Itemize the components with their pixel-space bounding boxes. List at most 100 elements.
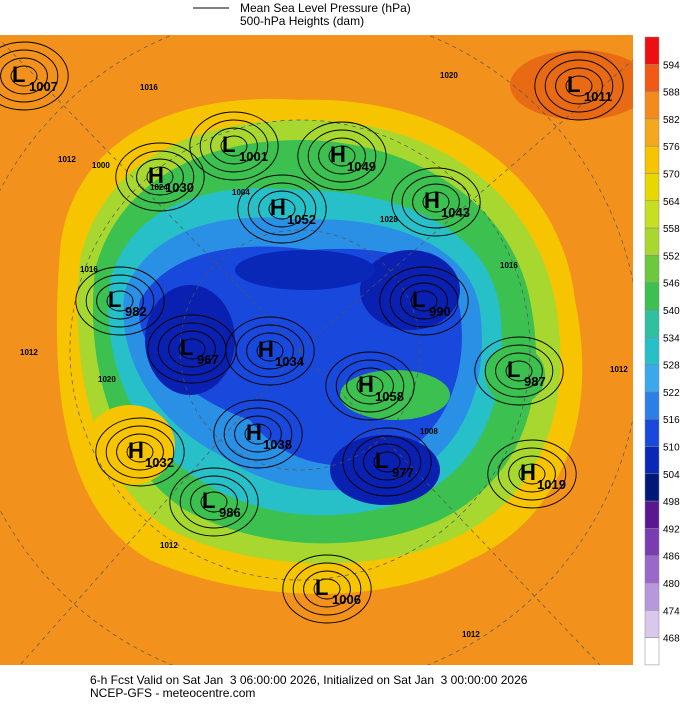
- isobar: [356, 375, 384, 397]
- isobar: [474, 336, 564, 406]
- isobar: [190, 483, 238, 521]
- isobar: [116, 433, 164, 471]
- colorbar-cell: [644, 446, 660, 475]
- colorbar-label: 594: [663, 60, 680, 71]
- colorbar-cell: [644, 173, 660, 202]
- colorbar-cell: [644, 118, 660, 147]
- isobar: [237, 174, 327, 244]
- center-value: 1034: [275, 354, 305, 369]
- colorbar-label: 486: [663, 552, 680, 563]
- isobar: [96, 282, 144, 320]
- center-kind: L: [375, 448, 388, 473]
- isobar: [389, 274, 459, 328]
- isobar: [495, 352, 543, 390]
- isobar: [303, 570, 351, 608]
- isobar: [410, 290, 438, 312]
- isobar: [210, 127, 258, 165]
- isobar: [297, 121, 387, 191]
- colorbar-label: 480: [663, 579, 680, 590]
- colorbar-cell: [644, 36, 660, 65]
- colorbar: 594 588 582 576 570 564 558 552 546 540 534 528 522 5…: [644, 36, 680, 666]
- isobar: [168, 330, 216, 368]
- isobar: [313, 578, 341, 600]
- center-value: 1052: [287, 212, 316, 227]
- footer-line2: NCEP-GFS - meteocentre.com: [90, 686, 255, 700]
- colorbar-label: 558: [663, 224, 680, 235]
- isobar-label: 1012: [20, 348, 38, 357]
- center-value: 1032: [145, 455, 174, 470]
- center-kind: L: [108, 287, 121, 312]
- isobar: [247, 182, 317, 236]
- isobar: [169, 467, 259, 537]
- colorbar-cell: [644, 200, 660, 229]
- center-kind: L: [507, 357, 520, 382]
- isobar: [335, 359, 405, 413]
- isobar-label: 1012: [610, 365, 628, 374]
- colorbar-cell: [644, 473, 660, 502]
- center-kind: H: [128, 438, 144, 463]
- footer-line1: 6-h Fcst Valid on Sat Jan 3 06:00:00 202…: [90, 673, 528, 687]
- zone-498: [145, 285, 235, 395]
- isobar: [10, 65, 38, 87]
- center-value: 977: [392, 465, 414, 480]
- isobar: [75, 266, 165, 336]
- isobar: [325, 351, 415, 421]
- colorbar-cell: [644, 337, 660, 365]
- isobar: [179, 475, 249, 529]
- isobar: [282, 554, 372, 624]
- zone-498: [360, 250, 460, 330]
- colorbar-cell: [644, 391, 660, 420]
- center-kind: H: [424, 188, 440, 213]
- center-kind: H: [358, 372, 374, 397]
- colorbar-cell: [644, 555, 660, 584]
- legend-line2: 500-hPa Heights (dam): [240, 14, 364, 28]
- center-value: 1007: [29, 79, 58, 94]
- isobar: [346, 367, 394, 405]
- colorbar-label: 588: [663, 88, 680, 99]
- colorbar-cell: [644, 610, 660, 638]
- center-value: 1043: [441, 205, 470, 220]
- center-value: 1058: [375, 389, 404, 404]
- colorbar-label: 528: [663, 361, 680, 372]
- isobar-label: 1012: [58, 155, 76, 164]
- isobar: [258, 190, 306, 228]
- colorbar-label: 552: [663, 251, 680, 262]
- isobar: [199, 119, 269, 173]
- center-value: 1001: [239, 149, 268, 164]
- isobar: [105, 425, 175, 479]
- isobar: [95, 417, 185, 487]
- isobar: [400, 282, 448, 320]
- zone-504: [235, 250, 375, 290]
- isobar: [391, 167, 481, 237]
- isobar: [85, 274, 155, 328]
- colorbar-label: 522: [663, 388, 680, 399]
- isobar-label: 1012: [160, 541, 178, 550]
- isobar: [379, 266, 469, 336]
- colorbar-label: 570: [663, 170, 680, 181]
- center-value: 1038: [263, 437, 292, 452]
- isobar-label: 1008: [420, 427, 438, 436]
- center-kind: L: [202, 488, 215, 513]
- colorbar-label: 468: [663, 634, 680, 645]
- colorbar-label: 546: [663, 279, 680, 290]
- isobar: [518, 463, 546, 485]
- isobar: [126, 441, 154, 463]
- isobar: [401, 175, 471, 229]
- isobar: [534, 51, 624, 121]
- center-kind: L: [567, 72, 580, 97]
- isobar: [268, 198, 296, 220]
- colorbar-label: 534: [663, 333, 680, 344]
- colorbar-cell: [644, 500, 660, 529]
- center-kind: L: [412, 287, 425, 312]
- isobar-label: 1012: [462, 630, 480, 639]
- center-value: 967: [197, 352, 219, 367]
- isobar: [106, 290, 134, 312]
- center-value: 1030: [165, 180, 194, 195]
- isobar: [328, 145, 356, 167]
- isobar: [223, 407, 293, 461]
- isobar: [0, 41, 69, 111]
- isobar: [318, 137, 366, 175]
- isobar: [225, 316, 315, 386]
